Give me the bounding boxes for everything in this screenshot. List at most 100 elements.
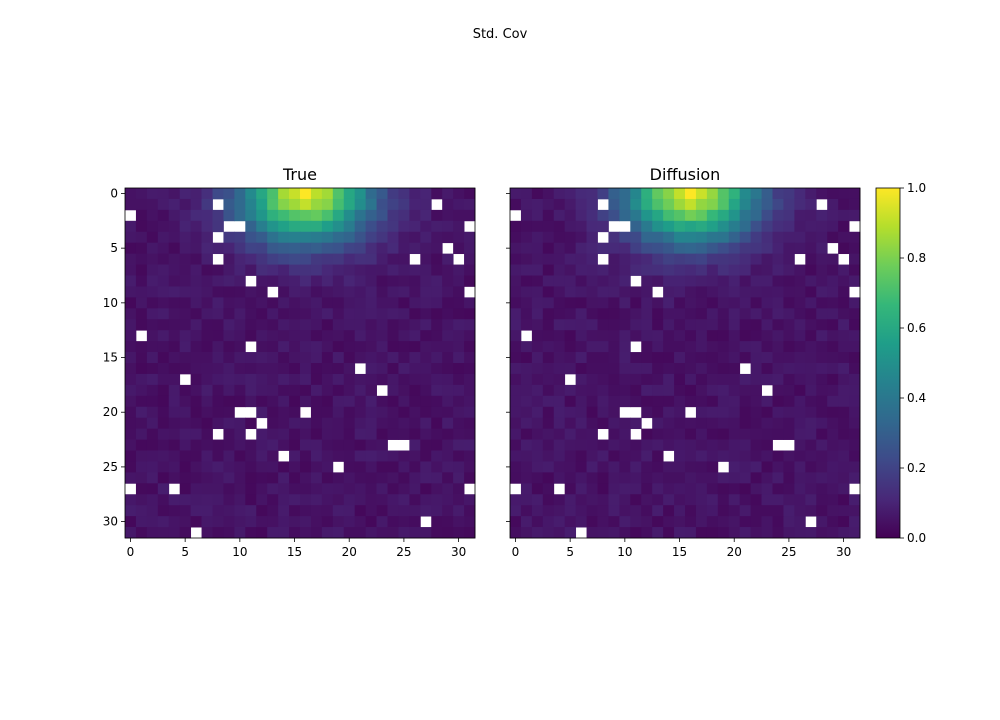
heatmap-cell xyxy=(223,373,235,386)
heatmap-cell xyxy=(674,395,686,408)
heatmap-cell xyxy=(695,483,708,495)
heatmap-cell xyxy=(125,253,137,265)
heatmap-cell xyxy=(510,439,522,451)
heatmap-cell xyxy=(212,516,224,528)
heatmap-cell xyxy=(575,352,587,364)
x-tick-label: 10 xyxy=(617,545,632,559)
heatmap-cell xyxy=(157,220,170,233)
heatmap-cell xyxy=(201,483,213,495)
heatmap-cell xyxy=(343,264,356,276)
heatmap-cell xyxy=(223,494,235,506)
heatmap-cell xyxy=(608,439,620,451)
heatmap-cell xyxy=(608,417,620,430)
heatmap-cell xyxy=(805,417,817,430)
heatmap-cell xyxy=(510,275,522,287)
heatmap-cell xyxy=(717,417,730,430)
heatmap-cell xyxy=(343,330,356,342)
heatmap-cell xyxy=(179,363,192,375)
heatmap-cell xyxy=(608,330,620,342)
heatmap-cell xyxy=(728,352,741,364)
heatmap-cell xyxy=(179,516,192,528)
heatmap-cell xyxy=(783,341,795,353)
heatmap-cell xyxy=(300,428,312,440)
heatmap-cell xyxy=(179,188,192,200)
heatmap-cell xyxy=(234,253,246,265)
heatmap-cell xyxy=(387,395,399,408)
heatmap-cell xyxy=(619,352,631,364)
heatmap-cell xyxy=(453,209,465,222)
heatmap-cell xyxy=(431,330,443,342)
heatmap-cell xyxy=(310,242,323,255)
heatmap-cell xyxy=(146,516,159,528)
heatmap-cell xyxy=(332,406,345,419)
heatmap-cell xyxy=(849,384,861,397)
heatmap-cell xyxy=(761,516,773,528)
heatmap-cell xyxy=(168,308,181,320)
heatmap-cell xyxy=(289,428,301,440)
heatmap-cell xyxy=(245,308,257,320)
heatmap-cell xyxy=(212,384,224,397)
heatmap-cell xyxy=(135,417,148,430)
heatmap-cell xyxy=(310,483,323,495)
heatmap-cell xyxy=(376,483,388,495)
heatmap-cell xyxy=(695,286,708,298)
heatmap-cell xyxy=(783,516,795,528)
heatmap-cell xyxy=(409,373,421,386)
heatmap-cell xyxy=(442,417,454,430)
heatmap-cell xyxy=(805,352,817,364)
heatmap-cell xyxy=(387,220,399,233)
heatmap-cell xyxy=(641,450,653,462)
heatmap-cell xyxy=(168,406,181,419)
heatmap-cell xyxy=(190,373,202,386)
heatmap-cell xyxy=(376,341,388,353)
heatmap-cell xyxy=(431,352,443,364)
heatmap-cell xyxy=(750,461,762,473)
heatmap-cell xyxy=(531,417,544,430)
heatmap-cell xyxy=(409,188,421,200)
heatmap-cell xyxy=(641,373,653,386)
heatmap-cell xyxy=(179,341,192,353)
heatmap-cell xyxy=(464,242,476,255)
heatmap-cell xyxy=(420,428,432,440)
heatmap-cell xyxy=(630,516,642,528)
heatmap-cell xyxy=(674,220,686,233)
heatmap-cell xyxy=(289,483,301,495)
heatmap-cell xyxy=(674,253,686,265)
heatmap-cell xyxy=(365,439,377,451)
heatmap-cell xyxy=(332,209,345,222)
heatmap-cell xyxy=(608,297,620,309)
heatmap-cell xyxy=(179,264,192,276)
heatmap-cell xyxy=(310,527,323,539)
heatmap-cell xyxy=(332,286,345,298)
heatmap-cell xyxy=(663,373,675,386)
heatmap-cell xyxy=(179,428,192,440)
heatmap-cell xyxy=(146,450,159,462)
heatmap-cell xyxy=(783,242,795,255)
heatmap-cell xyxy=(608,198,620,211)
heatmap-cell xyxy=(267,341,279,353)
heatmap-cell xyxy=(838,198,850,211)
heatmap-cell xyxy=(816,494,828,506)
heatmap-cell xyxy=(267,352,279,364)
heatmap-cell xyxy=(256,188,268,200)
heatmap-cell xyxy=(223,505,235,517)
heatmap-cell xyxy=(783,461,795,473)
heatmap-cell xyxy=(520,264,533,276)
heatmap-cell xyxy=(586,494,598,506)
heatmap-cell xyxy=(376,494,388,506)
heatmap-cell xyxy=(542,231,555,244)
heatmap-cell xyxy=(531,188,544,200)
heatmap-cell xyxy=(420,494,432,506)
heatmap-cell xyxy=(245,231,257,244)
heatmap-cell xyxy=(146,406,159,419)
heatmap-cell xyxy=(321,527,334,539)
heatmap-cell xyxy=(245,395,257,408)
heatmap-cell xyxy=(343,516,356,528)
heatmap-cell xyxy=(365,395,377,408)
heatmap-cell xyxy=(695,439,708,451)
heatmap-cell xyxy=(245,198,257,211)
heatmap-cell xyxy=(619,527,631,539)
heatmap-cell xyxy=(464,494,476,506)
colorbar-tick-label: 0.8 xyxy=(907,251,926,265)
heatmap-cell xyxy=(310,373,323,386)
